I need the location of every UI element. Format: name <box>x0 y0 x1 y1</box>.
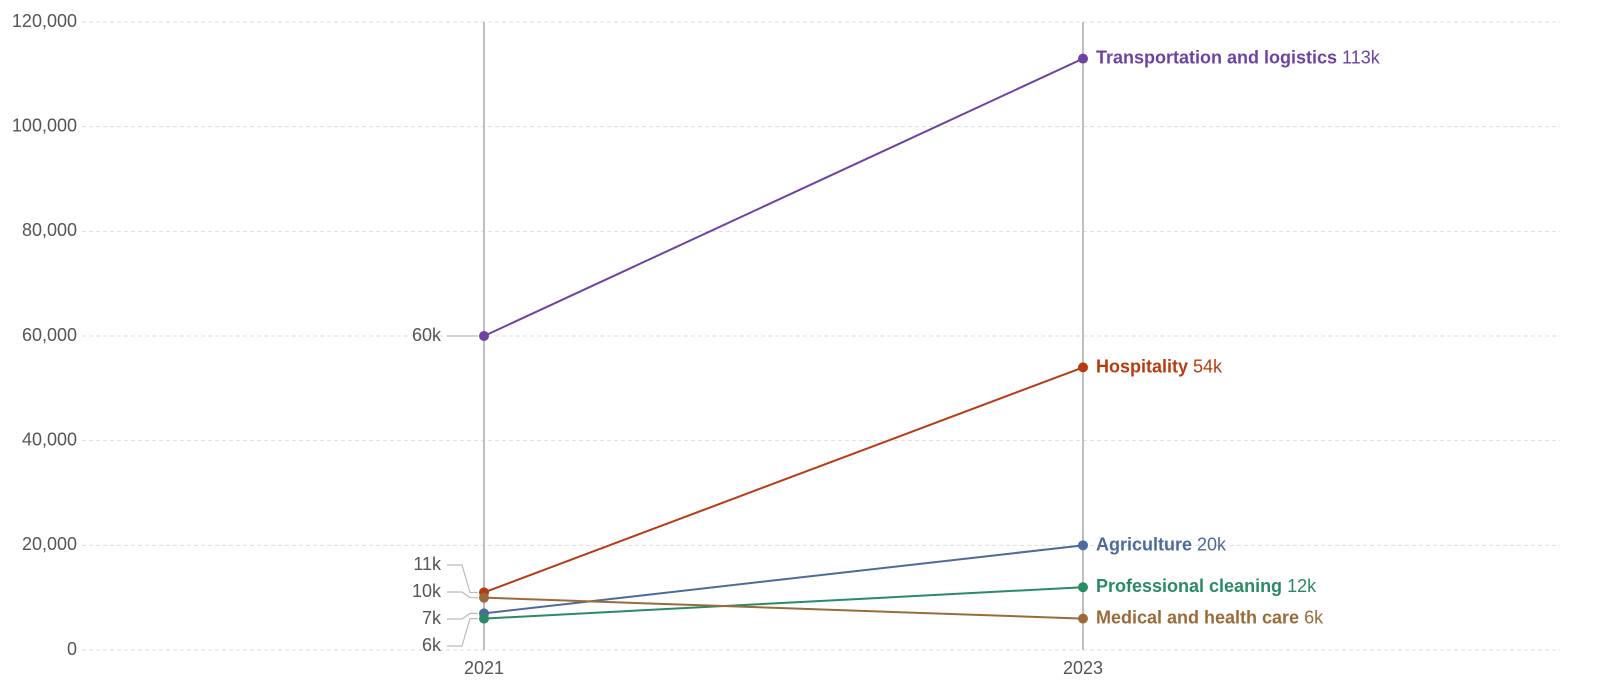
series-label: Hospitality 54k <box>1096 356 1223 376</box>
series-label: Professional cleaning 12k <box>1096 576 1317 596</box>
y-tick-label: 60,000 <box>22 325 77 345</box>
label-connector <box>447 564 478 594</box>
y-tick-label: 0 <box>67 639 77 659</box>
value-label: 7k <box>422 608 442 628</box>
series-line <box>483 366 1084 594</box>
value-label: 60k <box>412 325 442 345</box>
series-label: Medical and health care 6k <box>1096 607 1324 627</box>
value-label: 113k <box>1342 47 1381 67</box>
value-label: 6k <box>422 635 442 655</box>
series-name: Medical and health care <box>1096 607 1299 627</box>
value-label: 20k <box>1197 534 1227 554</box>
value-label: 10k <box>412 581 442 601</box>
point <box>1078 582 1088 593</box>
y-tick-label: 100,000 <box>12 115 77 135</box>
point <box>1078 362 1088 373</box>
label-connector <box>447 612 478 620</box>
y-tick-label: 20,000 <box>22 534 77 554</box>
series-name: Hospitality <box>1096 356 1188 376</box>
series-line <box>483 596 1084 620</box>
y-tick-label: 40,000 <box>22 429 77 449</box>
point <box>479 592 489 603</box>
point <box>1078 540 1088 551</box>
value-label: 12k <box>1287 576 1317 596</box>
point <box>1078 53 1088 64</box>
point <box>1078 613 1088 624</box>
point <box>479 613 489 624</box>
series-line <box>483 57 1084 337</box>
x-tick-label: 2023 <box>1063 658 1103 678</box>
y-tick-label: 80,000 <box>22 220 77 240</box>
label-connector <box>447 591 478 599</box>
x-tick-label: 2021 <box>464 658 504 678</box>
series-label: Transportation and logistics 113k <box>1096 47 1381 67</box>
value-label: 54k <box>1193 356 1223 376</box>
series-name: Agriculture <box>1096 534 1192 554</box>
label-connector <box>447 617 478 647</box>
value-label: 6k <box>1304 607 1324 627</box>
series-label: Agriculture 20k <box>1096 534 1227 554</box>
point <box>479 331 489 341</box>
value-label: 11k <box>413 554 442 574</box>
series-name: Professional cleaning <box>1096 576 1282 596</box>
series-name: Transportation and logistics <box>1096 47 1337 67</box>
series-line <box>483 586 1084 620</box>
y-tick-label: 120,000 <box>12 11 77 31</box>
